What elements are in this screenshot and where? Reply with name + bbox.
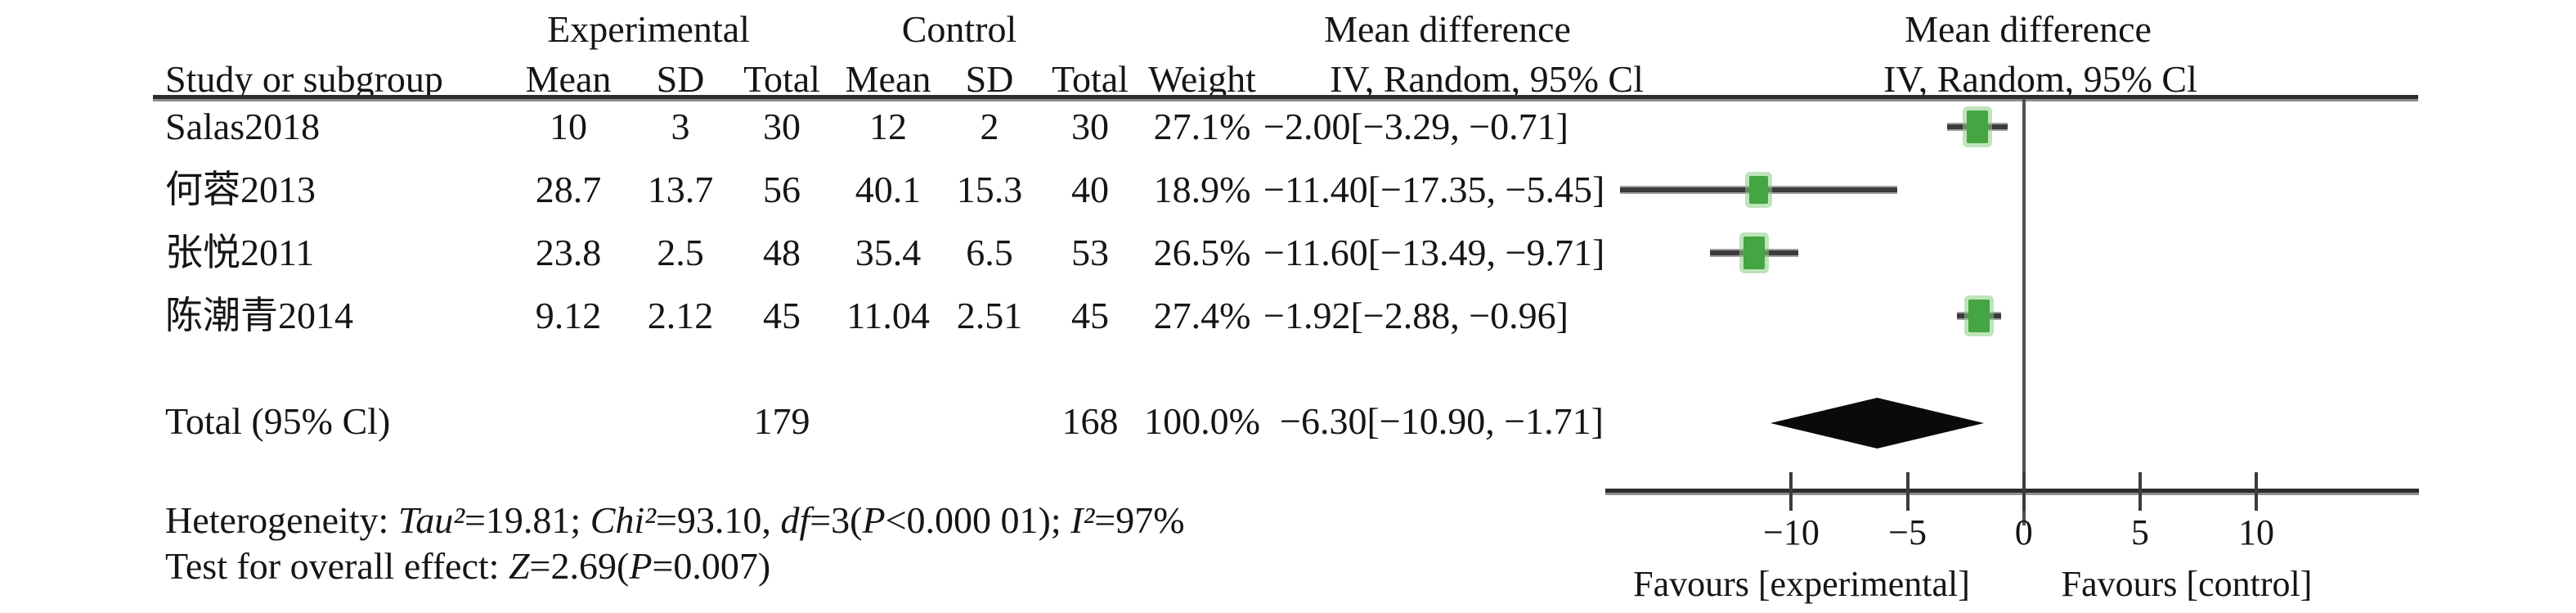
study-label: Salas2018 bbox=[165, 106, 321, 147]
ctrl-mean-value: 11.04 bbox=[846, 295, 930, 336]
column-header-ctrl-total: Total bbox=[1052, 58, 1129, 100]
axis-tick-label: 5 bbox=[2130, 512, 2149, 552]
study-marker bbox=[1966, 110, 1988, 143]
header-rule bbox=[153, 95, 2418, 101]
favours-control-label: Favours [control] bbox=[2061, 564, 2313, 604]
ctrl-mean-value: 12 bbox=[869, 106, 907, 147]
ctrl-total-value: 53 bbox=[1071, 232, 1109, 273]
group-header-mean-difference-left: Mean difference bbox=[1324, 8, 1571, 50]
het-tau: Tau² bbox=[397, 499, 464, 541]
ctrl-sd-value: 15.3 bbox=[956, 169, 1023, 210]
ctrl-mean-value: 40.1 bbox=[855, 169, 922, 210]
axis-tick bbox=[1905, 472, 1910, 511]
x-axis-line bbox=[1605, 489, 2419, 495]
heterogeneity-line: Heterogeneity: Tau²=19.81; Chi²=93.10, d… bbox=[165, 498, 1185, 543]
total-ci-text: −6.30[−10.90, −1.71] bbox=[1280, 400, 1604, 442]
het-tau-val: =19.81; bbox=[464, 499, 590, 541]
column-header-exp-mean: Mean bbox=[525, 58, 612, 100]
axis-tick bbox=[2022, 472, 2026, 511]
total-exp-total: 179 bbox=[753, 400, 810, 442]
weight-value: 27.4% bbox=[1153, 295, 1251, 336]
study-label: 何蓉2013 bbox=[165, 169, 316, 210]
axis-tick bbox=[1789, 472, 1793, 511]
group-header-experimental: Experimental bbox=[547, 8, 750, 50]
exp-total-value: 56 bbox=[763, 169, 801, 210]
study-label: 陈潮青2014 bbox=[165, 295, 353, 336]
test-z: Z bbox=[508, 545, 530, 587]
total-diamond bbox=[1770, 398, 1985, 448]
column-header-ctrl-sd: SD bbox=[965, 58, 1014, 100]
exp-total-value: 30 bbox=[763, 106, 801, 147]
exp-sd-value: 3 bbox=[671, 106, 690, 147]
ctrl-mean-value: 35.4 bbox=[855, 232, 922, 273]
exp-total-value: 45 bbox=[763, 295, 801, 336]
exp-sd-value: 13.7 bbox=[647, 169, 714, 210]
exp-sd-value: 2.12 bbox=[647, 295, 714, 336]
column-header-exp-total: Total bbox=[743, 58, 820, 100]
het-i2-val: =97% bbox=[1094, 499, 1185, 541]
column-header-iv-right: IV, Random, 95% Cl bbox=[1883, 58, 2197, 100]
axis-tick-label: 10 bbox=[2238, 512, 2274, 552]
ci-text: −1.92[−2.88, −0.96] bbox=[1263, 295, 1568, 336]
axis-tick-label: −5 bbox=[1888, 512, 1927, 552]
weight-value: 18.9% bbox=[1153, 169, 1251, 210]
column-header-study: Study or subgroup bbox=[165, 58, 443, 100]
het-p: P bbox=[862, 499, 886, 541]
test-z-val: =2.69( bbox=[529, 545, 630, 587]
ctrl-sd-value: 2.51 bbox=[956, 295, 1023, 336]
het-chi-val: =93.10, bbox=[655, 499, 781, 541]
group-header-mean-difference-right: Mean difference bbox=[1905, 8, 2152, 50]
favours-experimental-label: Favours [experimental] bbox=[1633, 564, 1970, 604]
ci-text: −11.60[−13.49, −9.71] bbox=[1263, 232, 1605, 273]
axis-tick-label: −10 bbox=[1763, 512, 1820, 552]
het-prefix: Heterogeneity: bbox=[165, 499, 398, 541]
ctrl-sd-value: 6.5 bbox=[966, 232, 1013, 273]
exp-sd-value: 2.5 bbox=[657, 232, 704, 273]
zero-reference-line bbox=[2022, 98, 2026, 525]
axis-tick-label: 0 bbox=[2014, 512, 2033, 552]
ctrl-sd-value: 2 bbox=[980, 106, 999, 147]
column-header-ctrl-mean: Mean bbox=[845, 58, 931, 100]
exp-total-value: 48 bbox=[763, 232, 801, 273]
overall-effect-line: Test for overall effect: Z=2.69(P=0.007) bbox=[165, 543, 770, 589]
study-label: 张悦2011 bbox=[165, 232, 315, 273]
exp-mean-value: 10 bbox=[550, 106, 587, 147]
study-marker bbox=[1749, 175, 1769, 205]
study-marker bbox=[1743, 237, 1765, 269]
column-header-weight: Weight bbox=[1148, 58, 1256, 100]
exp-mean-value: 23.8 bbox=[535, 232, 602, 273]
total-weight: 100.0% bbox=[1144, 400, 1260, 442]
total-label: Total (95% Cl) bbox=[165, 400, 391, 442]
weight-value: 27.1% bbox=[1153, 106, 1251, 147]
ctrl-total-value: 30 bbox=[1071, 106, 1109, 147]
weight-value: 26.5% bbox=[1153, 232, 1251, 273]
exp-mean-value: 9.12 bbox=[535, 295, 602, 336]
ctrl-total-value: 45 bbox=[1071, 295, 1109, 336]
het-p-val: <0.000 01); bbox=[885, 499, 1071, 541]
test-p: P bbox=[629, 545, 653, 587]
column-header-iv-left: IV, Random, 95% Cl bbox=[1330, 58, 1644, 100]
ctrl-total-value: 40 bbox=[1071, 169, 1109, 210]
study-marker bbox=[1968, 300, 1990, 332]
total-ctrl-total: 168 bbox=[1061, 400, 1119, 442]
axis-tick bbox=[2138, 472, 2142, 511]
ci-text: −11.40[−17.35, −5.45] bbox=[1263, 169, 1605, 210]
het-chi: Chi² bbox=[590, 499, 656, 541]
exp-mean-value: 28.7 bbox=[535, 169, 602, 210]
column-header-exp-sd: SD bbox=[656, 58, 705, 100]
test-prefix: Test for overall effect: bbox=[165, 545, 509, 587]
group-header-control: Control bbox=[901, 8, 1017, 50]
test-p-val: =0.007) bbox=[652, 545, 771, 587]
ci-text: −2.00[−3.29, −0.71] bbox=[1263, 106, 1568, 147]
het-df: df bbox=[780, 499, 810, 541]
het-df-val: =3( bbox=[810, 499, 863, 541]
het-i2: I² bbox=[1070, 499, 1095, 541]
axis-tick bbox=[2255, 472, 2258, 511]
